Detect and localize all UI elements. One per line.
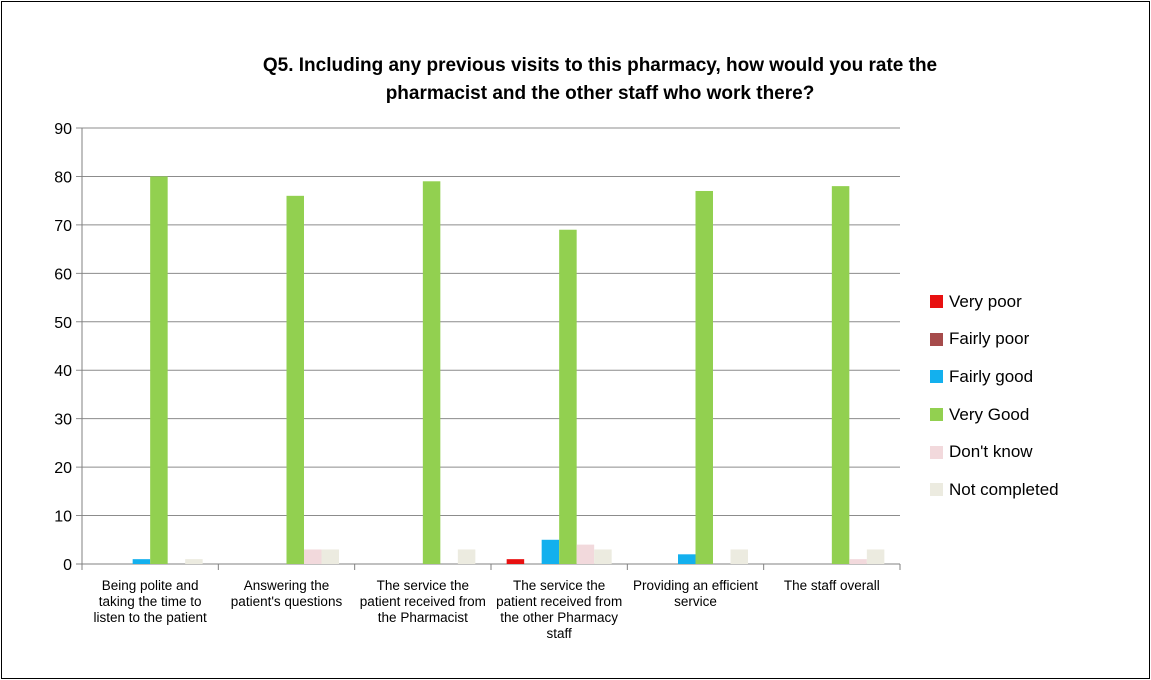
x-tick-label: The staff overall	[783, 578, 880, 593]
y-tick-label: 20	[54, 460, 72, 477]
bar-not-completed	[457, 549, 476, 564]
bar-very-poor	[506, 559, 525, 564]
legend-item: Very poor	[930, 283, 1059, 321]
y-tick-label: 80	[54, 169, 72, 186]
bar-very-good	[422, 181, 441, 565]
x-tick-label: The service the patient received from th…	[496, 578, 623, 641]
legend-swatch	[930, 408, 943, 422]
legend-swatch	[930, 332, 943, 346]
legend-swatch	[930, 370, 943, 384]
x-tick-label: Answering the patient's questions	[230, 578, 343, 609]
bar-not-completed	[866, 549, 885, 564]
chart-title: Q5. Including any previous visits to thi…	[262, 55, 938, 104]
y-tick-label: 90	[54, 121, 72, 138]
y-tick-label: 10	[54, 509, 72, 526]
bar-very-good	[831, 186, 850, 564]
bar-not-completed	[185, 559, 203, 564]
legend-item: Fairly poor	[930, 321, 1059, 359]
bar-don-t-know	[304, 549, 322, 564]
bar-very-good	[286, 195, 304, 565]
legend-label: Don't know	[949, 442, 1033, 462]
legend-label: Very poor	[949, 291, 1022, 311]
bar-fairly-good	[541, 539, 560, 564]
bar-fairly-good	[132, 559, 151, 564]
bar-very-good	[150, 176, 168, 564]
y-tick-label: 50	[54, 315, 72, 332]
bar-fairly-good	[678, 554, 696, 564]
bar-very-good	[559, 229, 577, 564]
legend: Very poor Fairly poor Fairly good Very Good…	[930, 283, 1059, 509]
legend-item: Not completed	[930, 471, 1059, 509]
legend-label: Fairly good	[949, 366, 1034, 386]
y-tick-label: 70	[54, 218, 72, 235]
bar-very-good	[695, 190, 713, 564]
legend-label: Very Good	[949, 404, 1030, 424]
y-tick-label: 60	[54, 266, 72, 283]
legend-item: Don't know	[930, 433, 1059, 471]
bar-not-completed	[594, 549, 612, 564]
bar-don-t-know	[849, 559, 867, 564]
y-tick-label: 0	[63, 557, 72, 574]
bar-don-t-know	[576, 544, 595, 564]
bar-not-completed	[730, 549, 748, 564]
y-tick-label: 30	[54, 412, 72, 429]
x-tick-label: Being polite and taking the time to list…	[93, 578, 207, 625]
legend-label: Not completed	[949, 479, 1059, 499]
x-tick-label: The service the patient received from th…	[359, 578, 486, 625]
legend-label: Fairly poor	[949, 329, 1030, 349]
legend-item: Very Good	[930, 396, 1059, 434]
y-tick-label: 40	[54, 363, 72, 380]
legend-swatch	[930, 295, 943, 309]
legend-item: Fairly good	[930, 358, 1059, 396]
legend-swatch	[930, 483, 943, 497]
x-tick-label: Providing an efficient service	[632, 578, 759, 609]
legend-swatch	[930, 445, 943, 459]
bar-not-completed	[321, 549, 339, 564]
